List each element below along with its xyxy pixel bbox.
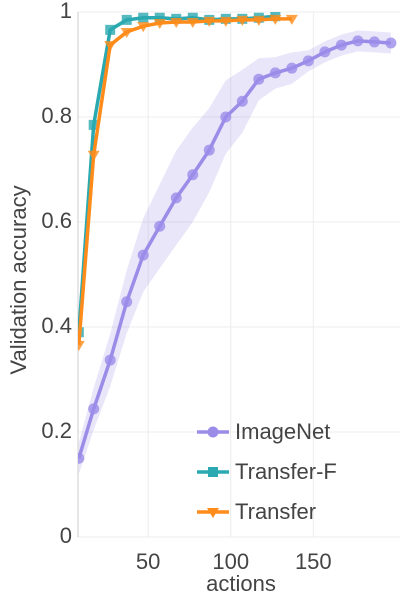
- data-point: [203, 144, 215, 156]
- data-point: [236, 15, 249, 26]
- y-tick-label: 0.8: [41, 103, 72, 128]
- plot-area: [78, 12, 397, 474]
- data-point: [269, 14, 282, 25]
- x-tick-label: 150: [295, 549, 332, 574]
- data-point: [137, 22, 150, 33]
- y-tick-label: 0.4: [41, 313, 72, 338]
- x-tick-label: 50: [136, 549, 160, 574]
- data-point: [137, 249, 149, 261]
- data-point: [187, 12, 198, 23]
- y-tick-label: 0.2: [41, 418, 72, 443]
- data-point: [104, 41, 117, 52]
- data-point: [87, 150, 100, 161]
- legend: ImageNet Transfer-F Transfer: [197, 419, 337, 524]
- data-point: [186, 17, 199, 28]
- data-point: [78, 340, 85, 351]
- data-point: [319, 46, 331, 58]
- data-point: [236, 95, 248, 107]
- data-point: [153, 19, 166, 30]
- legend-marker: [207, 426, 219, 438]
- data-point: [121, 14, 132, 25]
- data-point: [154, 12, 165, 23]
- data-point: [187, 169, 199, 181]
- y-tick-label: 0.6: [41, 208, 72, 233]
- data-point: [120, 27, 133, 38]
- data-point: [121, 296, 133, 308]
- data-point: [170, 17, 183, 28]
- data-point: [203, 16, 216, 27]
- data-point: [88, 119, 99, 130]
- data-point: [285, 14, 298, 25]
- legend-label: Transfer-F: [235, 459, 337, 484]
- y-tick-label: 1: [60, 0, 72, 23]
- data-point: [170, 192, 182, 204]
- data-point: [252, 15, 265, 26]
- data-point: [269, 67, 281, 79]
- data-point: [368, 36, 380, 48]
- legend-label: ImageNet: [235, 419, 330, 444]
- legend-marker: [208, 467, 218, 477]
- data-point: [105, 24, 116, 35]
- legend-label: Transfer: [235, 499, 316, 524]
- y-axis-label: Validation accuracy: [6, 185, 31, 374]
- data-point: [104, 354, 116, 366]
- data-point: [302, 55, 314, 67]
- data-point: [78, 452, 85, 464]
- data-point: [385, 37, 397, 49]
- x-tick-label: 100: [212, 549, 249, 574]
- legend-marker: [207, 508, 219, 518]
- data-point: [138, 12, 149, 23]
- data-point: [286, 62, 298, 74]
- data-point: [220, 111, 232, 123]
- data-point: [253, 73, 265, 85]
- data-point: [335, 39, 347, 51]
- y-tick-label: 0: [60, 523, 72, 548]
- error-band: [78, 30, 391, 474]
- data-point: [154, 220, 166, 232]
- data-point: [352, 35, 364, 47]
- x-axis-label: actions: [206, 571, 276, 596]
- data-point: [219, 16, 232, 27]
- data-point: [88, 403, 100, 415]
